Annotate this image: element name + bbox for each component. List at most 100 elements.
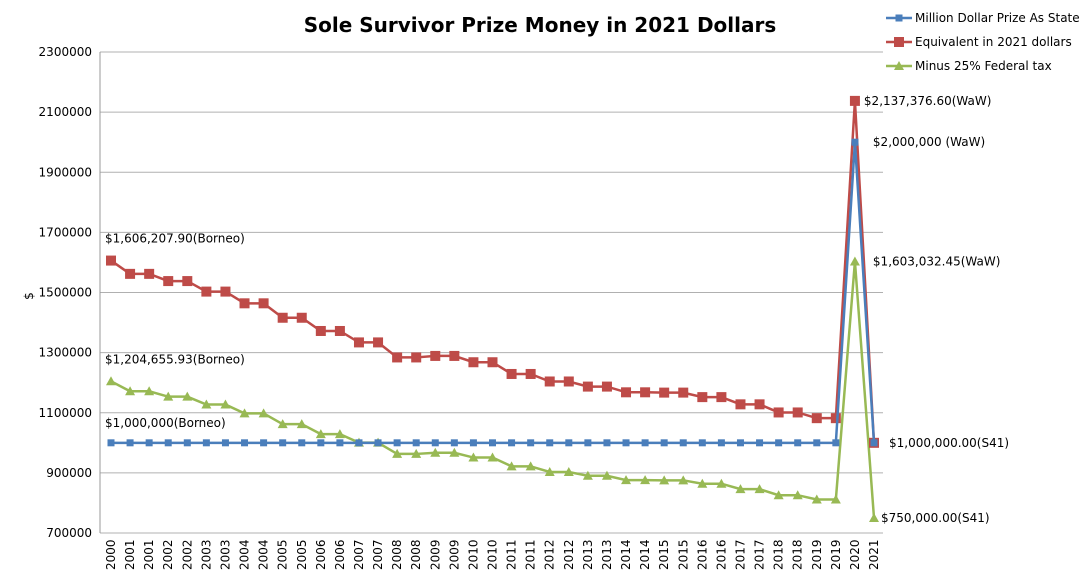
data-point — [601, 470, 612, 480]
data-point — [163, 276, 174, 287]
data-point — [163, 391, 174, 401]
data-point — [716, 392, 727, 403]
x-tick-label: 2017 — [733, 539, 747, 570]
x-tick-label: 2016 — [714, 539, 728, 570]
data-point — [832, 439, 840, 447]
data-point — [527, 439, 535, 447]
data-point — [792, 490, 803, 500]
data-point — [145, 439, 153, 447]
data-point — [144, 386, 155, 396]
x-tick-label: 2009 — [428, 539, 442, 570]
data-point — [489, 439, 496, 447]
data-point — [487, 357, 498, 368]
data-point — [296, 312, 307, 323]
data-point — [544, 466, 555, 476]
legend: Million Dollar Prize As Stated Equivalent… — [886, 11, 1080, 73]
data-point — [258, 298, 269, 309]
x-tick-label: 2021 — [867, 539, 881, 570]
data-point — [220, 286, 231, 297]
x-tick-label: 2005 — [295, 539, 309, 570]
data-point — [563, 376, 574, 387]
data-point — [849, 256, 860, 266]
x-tick-label: 2016 — [695, 539, 709, 570]
data-point — [773, 490, 784, 500]
legend-label: Minus 25% Federal tax — [915, 59, 1052, 73]
x-tick-label: 2011 — [505, 539, 519, 570]
data-point — [411, 352, 422, 363]
data-point — [239, 298, 250, 309]
x-tick-label: 2012 — [562, 539, 576, 570]
x-axis-ticks: 2000 2001 2001 2002 2002 2003 2003 2004 2004 2005… — [104, 539, 881, 570]
data-point — [813, 439, 821, 447]
data-point — [355, 439, 363, 447]
data-point — [565, 439, 573, 447]
x-tick-label: 2003 — [199, 539, 213, 570]
data-point — [830, 413, 841, 424]
data-point — [469, 439, 477, 447]
data-label: $1,606,207.90(Borneo) — [105, 232, 245, 246]
data-point — [697, 478, 708, 488]
legend-label: Million Dollar Prize As Stated — [915, 11, 1080, 25]
data-point — [126, 439, 134, 447]
data-point — [201, 399, 212, 409]
data-point — [182, 276, 193, 287]
legend-marker — [894, 37, 904, 47]
data-point — [183, 439, 191, 447]
data-point — [830, 494, 841, 504]
data-point — [754, 399, 765, 410]
data-point — [241, 439, 249, 447]
x-tick-label: 2006 — [314, 539, 328, 570]
x-tick-label: 2008 — [409, 539, 423, 570]
data-point — [773, 407, 784, 418]
data-point — [811, 494, 822, 504]
legend-item: Million Dollar Prize As Stated — [886, 11, 1080, 25]
data-point — [525, 461, 536, 471]
y-axis-ticks: 700000 900000 1100000 1300000 1500000 1700000… — [39, 45, 92, 540]
data-point — [621, 475, 632, 485]
data-point — [678, 475, 689, 485]
data-point — [640, 387, 651, 398]
data-point — [849, 95, 860, 106]
x-tick-label: 2020 — [848, 539, 862, 570]
x-tick-label: 2009 — [447, 539, 461, 570]
data-point — [468, 452, 479, 462]
data-label: $1,000,000(Borneo) — [105, 416, 226, 430]
data-point — [220, 399, 231, 409]
data-point — [125, 386, 136, 396]
x-tick-label: 2012 — [543, 539, 557, 570]
legend-item: Minus 25% Federal tax — [886, 59, 1052, 73]
x-tick-label: 2002 — [180, 539, 194, 570]
legend-label: Equivalent in 2021 dollars — [915, 35, 1072, 49]
data-point — [584, 439, 592, 447]
data-point — [392, 448, 403, 458]
data-point — [506, 461, 517, 471]
data-point — [869, 512, 879, 522]
data-point — [336, 439, 344, 447]
series-group — [106, 95, 879, 522]
data-point — [736, 439, 744, 447]
data-point — [582, 381, 593, 392]
x-tick-label: 2010 — [466, 539, 480, 570]
data-point — [258, 408, 269, 418]
data-point — [353, 337, 364, 348]
data-point — [775, 439, 783, 447]
y-tick-label: 1100000 — [39, 406, 92, 420]
y-tick-label: 700000 — [46, 526, 92, 540]
y-axis-label: $ — [22, 292, 36, 300]
series-1 — [106, 95, 879, 448]
x-tick-label: 2004 — [257, 539, 271, 570]
series-0 — [107, 138, 878, 447]
legend-marker — [895, 14, 903, 22]
data-point — [851, 138, 859, 146]
data-point — [106, 255, 116, 266]
data-point — [430, 350, 441, 361]
data-point — [468, 357, 479, 368]
x-tick-label: 2005 — [276, 539, 290, 570]
data-point — [679, 439, 687, 447]
data-point — [641, 439, 649, 447]
x-tick-label: 2001 — [123, 539, 137, 570]
data-point — [754, 484, 765, 494]
data-point — [508, 439, 516, 447]
data-point — [449, 350, 460, 361]
